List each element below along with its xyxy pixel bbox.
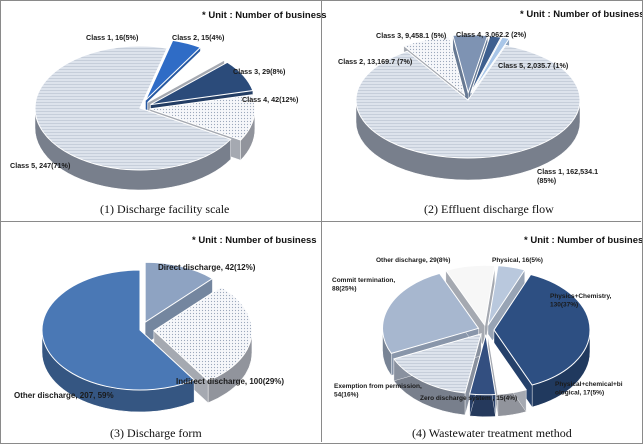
pie-slice-5 [393, 333, 482, 394]
chart-panel-3: * Unit : Number of business Direct disch… [0, 222, 321, 444]
chart-title: (1) Discharge facility scale [100, 202, 230, 216]
pie-slice-label: Class 1, 16(5%) [86, 33, 139, 42]
pie-slice-label: Class 5, 247(71%) [10, 161, 71, 170]
unit-note: * Unit : Number of business [520, 9, 643, 20]
pie-slice-label: Class 5, 2,035.7 (1%) [498, 61, 569, 70]
pie-slice-label: Zero discharge system , 15(4%) [420, 395, 517, 402]
pie-slice-label: Class 2, 15(4%) [172, 33, 225, 42]
pie-slice-label: Physics+Chemistry, 130(37%) [550, 293, 612, 309]
pie-slice-label: Physical+chemical+bi ological, 17(5%) [555, 381, 623, 397]
pie-slice-3 [41, 269, 196, 391]
pie-slice-2 [471, 36, 511, 94]
pie-slice-label: Class 4, 3,062.2 (2%) [456, 30, 527, 39]
chart-title: (2) Effluent discharge flow [424, 202, 554, 216]
chart-panel-2: * Unit : Number of business Class 4, 3,0… [322, 0, 643, 222]
pie-slice-label: Direct discharge, 42(12%) [158, 263, 256, 272]
pie-slice-label: Commit termination, 88(25%) [332, 277, 395, 293]
pie-slice-4 [402, 36, 466, 96]
pie-slice-3 [150, 61, 254, 106]
pie-slice-1 [470, 35, 502, 94]
pie-slice-5 [34, 45, 232, 171]
pie-slice-label: Class 1, 162,534.1 (85%) [537, 167, 598, 185]
pie-slice-label: Class 2, 13,169.7 (7%) [338, 57, 413, 66]
pie-slice-4 [149, 94, 256, 141]
pie-slice-1 [487, 265, 526, 326]
pie-chart-discharge-form: Direct discharge, 42(12%) Indirect discha… [14, 261, 284, 413]
pie-slice-3 [355, 44, 581, 159]
pie-slice-6 [382, 272, 480, 354]
pie-slice-label: Class 4, 42(12%) [242, 95, 299, 104]
pie-slice-1 [144, 261, 214, 324]
pie-slice-2 [147, 48, 226, 103]
pie-slice-3 [487, 334, 527, 395]
chart-title: (4) Wastewater treatment method [412, 426, 572, 440]
pie-chart-discharge-facility-scale: Class 1, 16(5%) Class 2, 15(4%) Class 3, 2… [10, 33, 299, 191]
pie-slice-label: Other discharge, 29(8%) [376, 257, 450, 264]
pie-slice-2 [493, 273, 591, 386]
pie-chart-wastewater-treatment-method: Physical, 16(5%) Physics+Chemistry, 130(37… [332, 257, 623, 418]
unit-note: * Unit : Number of business [524, 235, 643, 246]
pie-slice-4 [469, 334, 497, 396]
pie-slice-2 [153, 286, 253, 382]
chart-title: (3) Discharge form [110, 426, 202, 440]
pie-slice-1 [145, 39, 202, 101]
pie-chart-effluent-discharge-flow: Class 4, 3,062.2 (2%) Class 5, 2,035.7 (1… [338, 30, 598, 185]
pie-slice-label: Class 3, 29(8%) [233, 67, 286, 76]
pie-slice-label: Exemption from permission, 54(16%) [334, 383, 422, 399]
pie-slice-label: Physical, 16(5%) [492, 257, 543, 264]
chart-panel-4: * Unit : Number of business Physical, 16… [322, 222, 643, 444]
pie-slice-label: Indirect discharge, 100(29%) [176, 377, 284, 386]
unit-note: * Unit : Number of business [192, 235, 317, 246]
pie-slice-7 [445, 264, 496, 327]
chart-panel-1: * Unit : Number of business Class 1, 16(… [0, 0, 327, 222]
pie-slice-5 [452, 34, 489, 95]
pie-slice-label: Other discharge, 207, 59% [14, 391, 114, 400]
unit-note: * Unit : Number of business [202, 10, 327, 21]
pie-slice-label: Class 3, 9,458.1 (5%) [376, 31, 447, 40]
